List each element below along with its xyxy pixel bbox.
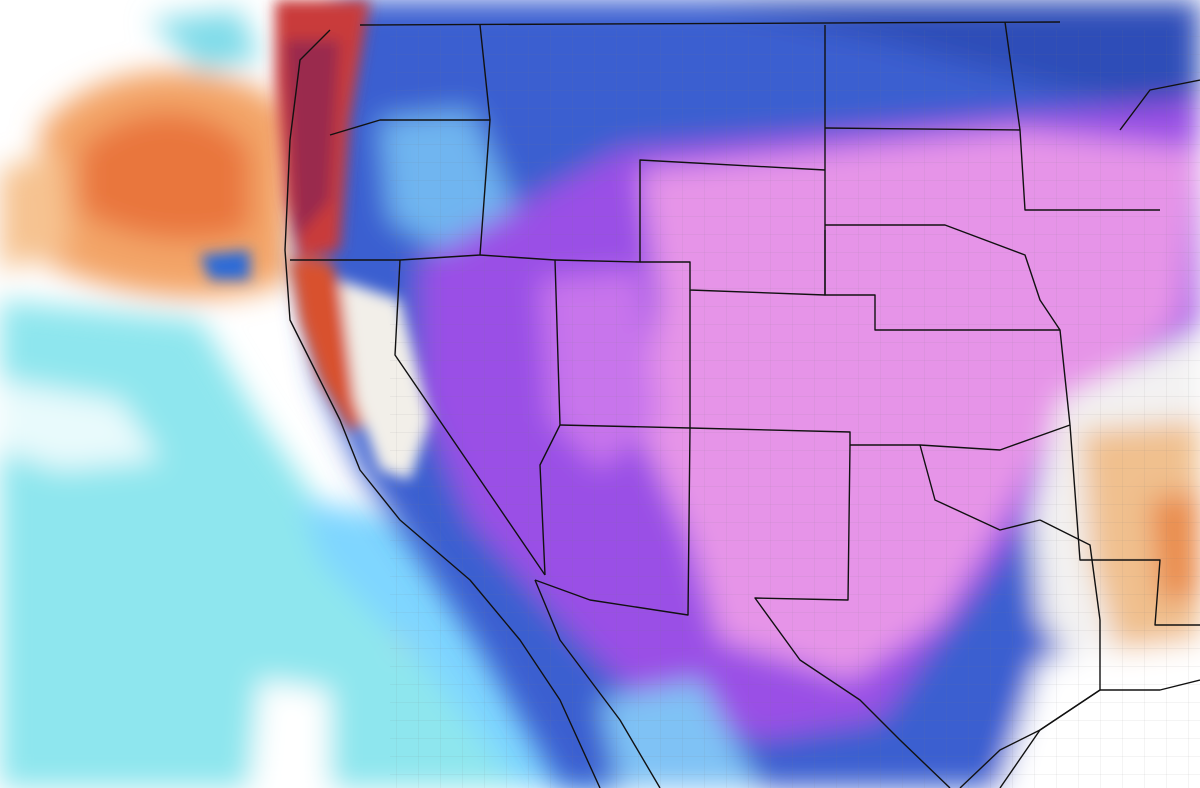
border-great-lakes [1119,79,1200,131]
state-borders [284,21,1200,788]
border-nebraska-kansas [825,224,1071,426]
border-four-corners [689,424,1071,451]
border-north-dakota-minnesota [1004,21,1021,131]
border-arkansas-louisiana [1069,424,1200,626]
coastline-gulf-california [534,579,661,788]
border-new-mexico-texas [754,444,951,788]
border-oregon [290,119,491,261]
border-plains [824,25,1060,331]
border-texas-east [999,519,1101,788]
border-arizona-mexico [534,427,691,616]
coastline-pacific [284,29,601,788]
border-texas-oklahoma [919,444,1041,531]
coastline-gulf-mexico [959,679,1200,788]
border-nevada-west [394,259,546,576]
county-grid [390,30,1200,788]
border-dakotas [824,127,1160,211]
border-washington-idaho [479,24,491,121]
border-idaho-wyoming [554,159,826,263]
border-canada [359,21,1061,26]
